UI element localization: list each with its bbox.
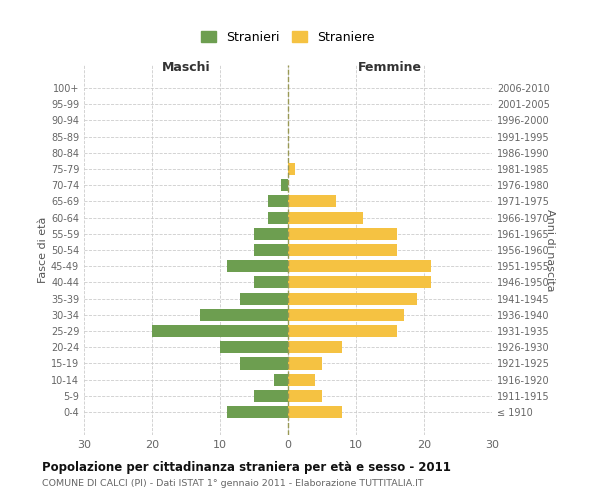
Bar <box>254 228 288 240</box>
Bar <box>288 309 404 321</box>
Bar <box>241 292 288 304</box>
Text: Maschi: Maschi <box>161 61 211 74</box>
Y-axis label: Anni di nascita: Anni di nascita <box>545 209 555 291</box>
Bar <box>288 163 295 175</box>
Bar <box>200 309 288 321</box>
Bar <box>288 341 343 353</box>
Bar <box>254 244 288 256</box>
Text: Femmine: Femmine <box>358 61 422 74</box>
Bar <box>152 325 288 337</box>
Bar <box>227 260 288 272</box>
Bar <box>288 390 322 402</box>
Text: Popolazione per cittadinanza straniera per età e sesso - 2011: Popolazione per cittadinanza straniera p… <box>42 462 451 474</box>
Bar <box>220 341 288 353</box>
Bar <box>288 292 417 304</box>
Bar <box>288 212 363 224</box>
Bar <box>241 358 288 370</box>
Bar <box>254 276 288 288</box>
Bar <box>288 374 315 386</box>
Bar <box>281 179 288 191</box>
Bar <box>268 212 288 224</box>
Bar <box>288 325 397 337</box>
Bar <box>274 374 288 386</box>
Text: COMUNE DI CALCI (PI) - Dati ISTAT 1° gennaio 2011 - Elaborazione TUTTITALIA.IT: COMUNE DI CALCI (PI) - Dati ISTAT 1° gen… <box>42 479 424 488</box>
Bar <box>268 196 288 207</box>
Bar <box>288 276 431 288</box>
Bar <box>288 228 397 240</box>
Bar <box>288 358 322 370</box>
Bar <box>288 196 335 207</box>
Bar <box>227 406 288 418</box>
Bar <box>288 244 397 256</box>
Bar <box>288 406 343 418</box>
Legend: Stranieri, Straniere: Stranieri, Straniere <box>197 27 379 48</box>
Bar <box>254 390 288 402</box>
Bar <box>288 260 431 272</box>
Y-axis label: Fasce di età: Fasce di età <box>38 217 48 283</box>
